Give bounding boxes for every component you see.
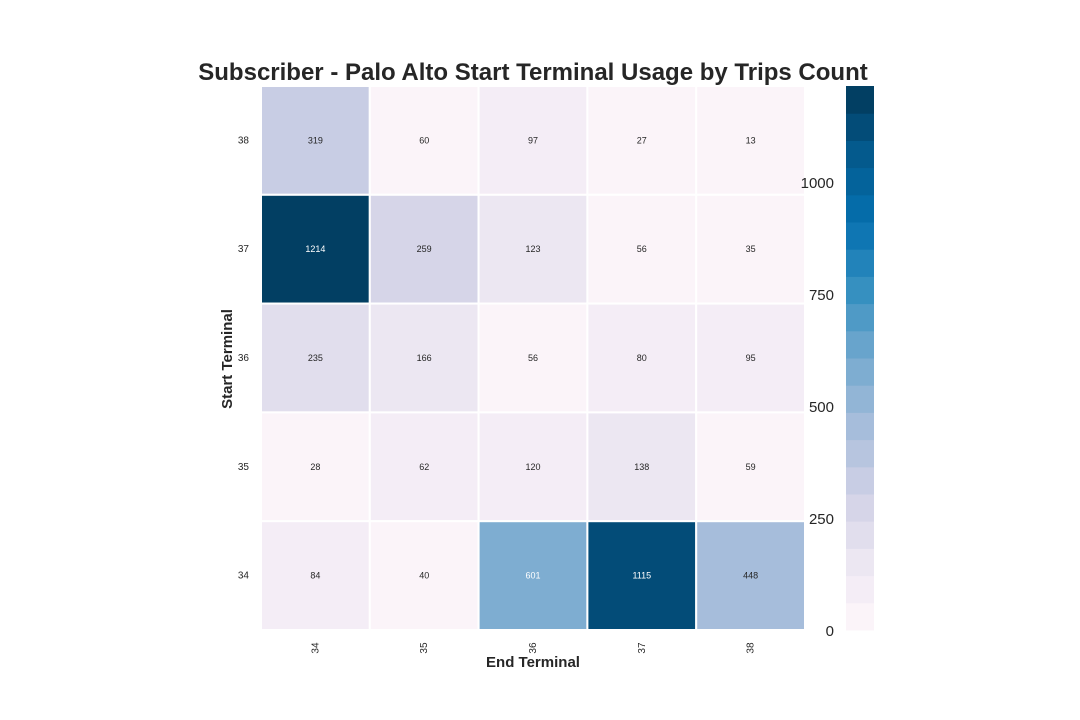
- heatmap-cell: [477, 411, 589, 523]
- colorbar-segment: [846, 412, 874, 441]
- x-tick-label: 35: [419, 642, 430, 654]
- y-tick-label: 35: [238, 462, 250, 473]
- heatmap-cell: [260, 193, 371, 305]
- colorbar-segment: [846, 575, 874, 604]
- cell-value-label: 80: [637, 353, 647, 363]
- y-axis-label: Start Terminal: [219, 309, 236, 409]
- y-tick-labels: 38 37 36 35 34: [238, 135, 250, 581]
- heatmap-cell: [586, 411, 698, 523]
- heatmap-cell: [695, 520, 807, 632]
- cell-value-label: 1214: [305, 244, 325, 254]
- colorbar-segment: [846, 167, 874, 196]
- x-tick-label: 37: [637, 642, 648, 654]
- colorbar-segment: [846, 303, 874, 332]
- colorbar-tick-label: 1000: [801, 175, 834, 192]
- heatmap-cell: [260, 411, 371, 523]
- colorbar-segment: [846, 358, 874, 386]
- colorbar-segment: [846, 439, 874, 468]
- cell-value-label: 259: [417, 244, 432, 254]
- colorbar-tick-label: 0: [826, 623, 834, 640]
- heatmap-cell: [260, 85, 371, 196]
- cell-value-label: 62: [419, 462, 429, 472]
- cell-value-label: 138: [634, 462, 649, 472]
- heatmap-cell: [695, 193, 807, 305]
- cell-value-label: 27: [637, 135, 647, 145]
- colorbar-tick-label: 750: [809, 287, 834, 304]
- colorbar-segment: [846, 222, 874, 250]
- colorbar-segment: [846, 86, 874, 114]
- heatmap-cell: [477, 520, 589, 632]
- colorbar-segment: [846, 494, 874, 522]
- colorbar-segment: [846, 548, 874, 577]
- heatmap-cell: [695, 411, 807, 523]
- heatmap-cell: [260, 520, 371, 632]
- cell-value-label: 84: [310, 571, 320, 581]
- colorbar-tick-label: 500: [809, 399, 834, 416]
- colorbar-segment: [846, 330, 874, 359]
- chart-title: Subscriber - Palo Alto Start Terminal Us…: [198, 59, 867, 86]
- cell-value-label: 1115: [632, 571, 651, 581]
- heatmap-cell-labels: 319 60 97 27 13 1214 259 123 56 35 235 166 56 80 95 28 6…: [305, 135, 758, 580]
- y-tick-label: 37: [238, 244, 250, 255]
- colorbar-segment: [846, 521, 874, 549]
- heatmap-cell: [368, 85, 480, 196]
- heatmap-cell: [368, 302, 480, 414]
- cell-value-label: 56: [528, 353, 538, 363]
- cell-value-label: 95: [746, 353, 756, 363]
- x-tick-label: 34: [310, 642, 321, 654]
- colorbar-tick-label: 250: [809, 511, 834, 528]
- x-tick-label: 38: [746, 642, 757, 654]
- x-tick-label: 36: [528, 642, 539, 654]
- x-axis-label: End Terminal: [486, 654, 580, 671]
- colorbar-segment: [846, 466, 874, 495]
- cell-value-label: 448: [743, 571, 758, 581]
- cell-value-label: 56: [637, 244, 647, 254]
- cell-value-label: 319: [308, 135, 323, 145]
- colorbar-segment: [846, 140, 874, 169]
- cell-value-label: 40: [419, 571, 429, 581]
- cell-value-label: 97: [528, 135, 538, 145]
- x-tick-labels: 34 35 36 37 38: [310, 642, 756, 654]
- heatmap-cell: [368, 520, 480, 632]
- cell-value-label: 13: [746, 135, 756, 145]
- colorbar-segment: [846, 602, 874, 631]
- cell-value-label: 235: [308, 353, 323, 363]
- colorbar-segment: [846, 113, 874, 141]
- cell-value-label: 123: [525, 244, 540, 254]
- heatmap-cell: [586, 302, 698, 414]
- y-tick-label: 36: [238, 353, 250, 364]
- cell-value-label: 166: [417, 353, 432, 363]
- heatmap-cell: [477, 193, 589, 305]
- colorbar-segment: [846, 249, 874, 277]
- cell-value-label: 35: [746, 244, 756, 254]
- colorbar-segment: [846, 276, 874, 305]
- heatmap-cell: [368, 411, 480, 523]
- heatmap-cell: [477, 85, 589, 196]
- cell-value-label: 59: [746, 462, 756, 472]
- colorbar: [846, 86, 874, 631]
- cell-value-label: 601: [525, 571, 540, 581]
- cell-value-label: 60: [419, 135, 429, 145]
- cell-value-label: 120: [525, 462, 540, 472]
- y-tick-label: 34: [238, 571, 250, 582]
- cell-value-label: 28: [310, 462, 320, 472]
- colorbar-segment: [846, 385, 874, 413]
- colorbar-segment: [846, 194, 874, 223]
- y-tick-label: 38: [238, 135, 250, 146]
- heatmap-cells: [260, 85, 807, 632]
- colorbar-tick-labels: 0 250 500 750 1000: [801, 175, 834, 640]
